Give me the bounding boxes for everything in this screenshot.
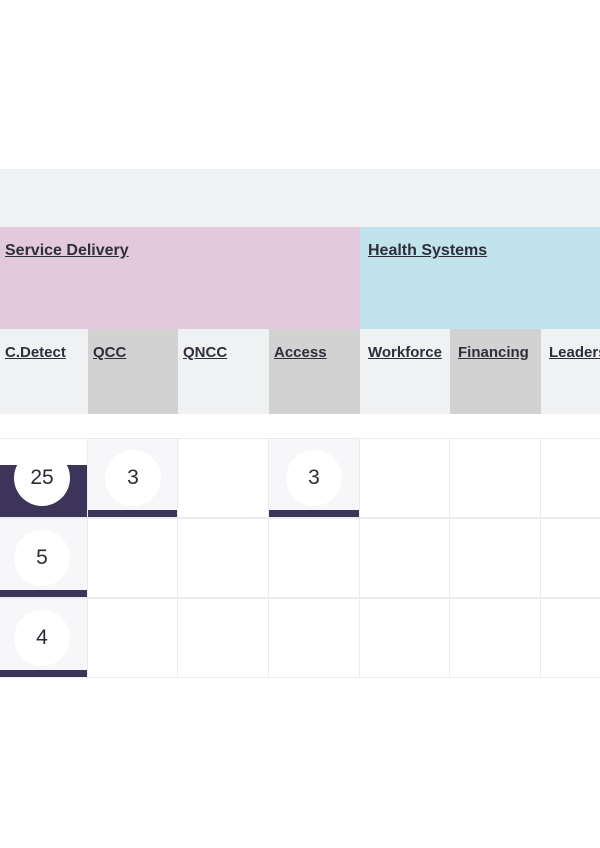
workforce-link[interactable]: Workforce: [368, 344, 442, 361]
value-bar: [88, 510, 177, 517]
column-header-financing: Financing: [450, 329, 541, 414]
value-bubble: 5: [14, 530, 70, 586]
grid-cell-r3-qcc[interactable]: [88, 598, 178, 678]
grid-cell-r3-qncc[interactable]: [178, 598, 269, 678]
grid-cell-r1-leaders[interactable]: [541, 438, 600, 518]
header-band: [0, 169, 600, 227]
grid-cell-r2-access[interactable]: [269, 518, 360, 598]
data-grid: 25 3 3 5 4: [0, 438, 600, 678]
qcc-link[interactable]: QCC: [93, 344, 127, 361]
grid-cell-r3-c-detect[interactable]: 4: [0, 598, 88, 678]
value-bar: [0, 590, 87, 597]
leaders-link[interactable]: Leaders: [549, 344, 600, 361]
column-header-leaders: Leaders: [541, 329, 600, 414]
grid-cell-r2-leaders[interactable]: [541, 518, 600, 598]
grid-cell-r1-qcc[interactable]: 3: [88, 438, 178, 518]
grid-cell-r1-financing[interactable]: [450, 438, 541, 518]
value-bubble: 3: [105, 450, 161, 506]
grid-cell-r3-financing[interactable]: [450, 598, 541, 678]
service-delivery-link[interactable]: Service Delivery: [5, 242, 129, 259]
grid-cell-r3-workforce[interactable]: [360, 598, 450, 678]
grid-cell-r3-leaders[interactable]: [541, 598, 600, 678]
value-bubble: 25: [14, 450, 70, 506]
column-header-qncc: QNCC: [178, 329, 269, 414]
grid-cell-r2-qncc[interactable]: [178, 518, 269, 598]
column-header-c-detect: C.Detect: [0, 329, 88, 414]
column-header-qcc: QCC: [88, 329, 178, 414]
column-header-access: Access: [269, 329, 360, 414]
column-header-row: C.Detect QCC QNCC Access Workforce Finan…: [0, 329, 600, 414]
value-bubble: 3: [286, 450, 342, 506]
grid-cell-r1-workforce[interactable]: [360, 438, 450, 518]
grid-cell-r1-access[interactable]: 3: [269, 438, 360, 518]
qncc-link[interactable]: QNCC: [183, 344, 228, 361]
grid-cell-r2-workforce[interactable]: [360, 518, 450, 598]
grid-cell-r3-access[interactable]: [269, 598, 360, 678]
column-header-workforce: Workforce: [360, 329, 450, 414]
grid-cell-r2-financing[interactable]: [450, 518, 541, 598]
grid-cell-r2-qcc[interactable]: [88, 518, 178, 598]
group-health-systems: Health Systems: [360, 227, 600, 329]
health-systems-link[interactable]: Health Systems: [368, 242, 488, 259]
value-bubble: 4: [14, 610, 70, 666]
value-bar: [0, 670, 87, 677]
group-service-delivery: Service Delivery: [0, 227, 360, 329]
c-detect-link[interactable]: C.Detect: [5, 344, 66, 361]
value-bar: [269, 510, 359, 517]
access-link[interactable]: Access: [274, 344, 327, 361]
grid-cell-r2-c-detect[interactable]: 5: [0, 518, 88, 598]
financing-link[interactable]: Financing: [458, 344, 529, 361]
grid-cell-r1-qncc[interactable]: [178, 438, 269, 518]
grid-cell-r1-c-detect[interactable]: 25: [0, 438, 88, 518]
